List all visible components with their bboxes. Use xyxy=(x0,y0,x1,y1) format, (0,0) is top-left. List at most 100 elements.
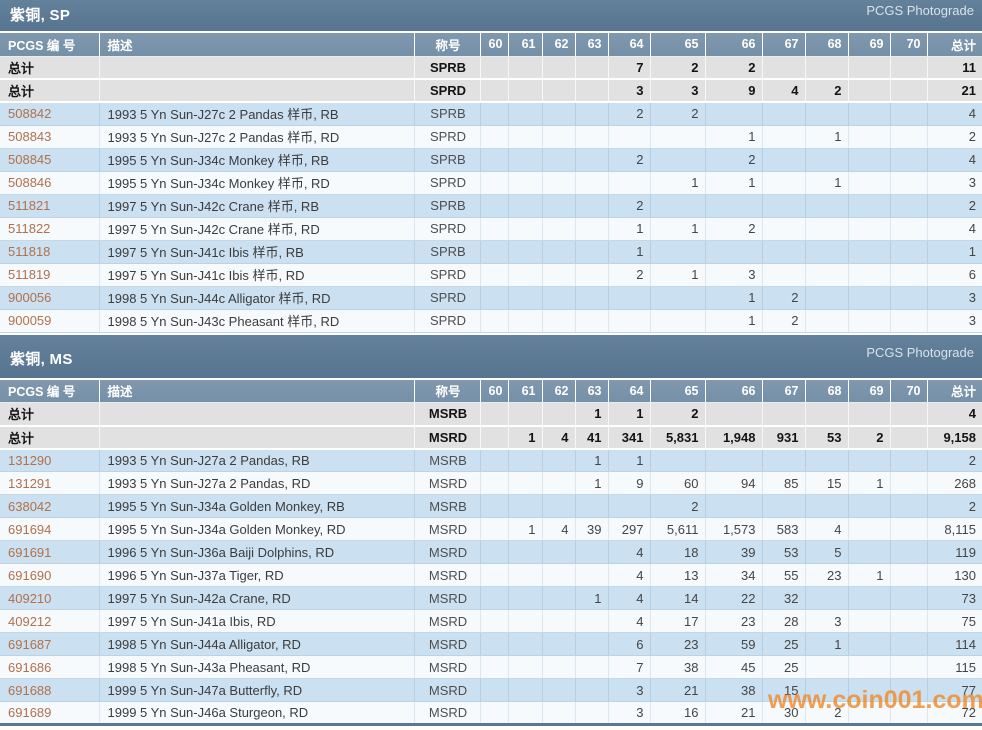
column-header-grade-60: 60 xyxy=(480,33,509,57)
table-row: 508842 1993 5 Yn Sun-J27c 2 Pandas 样币, RB… xyxy=(0,102,982,126)
coin-description: 1997 5 Yn Sun-J41c Ibis 样币, RD xyxy=(99,263,415,287)
table-row: 508845 1995 5 Yn Sun-J34c Monkey 样币, RB SP… xyxy=(0,148,982,172)
pcgs-number-cell[interactable]: 409210 xyxy=(0,586,100,610)
pcgs-number-link[interactable]: 691691 xyxy=(8,544,52,560)
pcgs-number-link[interactable]: 131291 xyxy=(8,475,52,491)
total-count: 9,158 xyxy=(927,425,982,450)
pcgs-number-cell[interactable]: 131291 xyxy=(0,471,100,495)
pcgs-number-link[interactable]: 511819 xyxy=(8,267,51,282)
grade-count-63 xyxy=(575,171,609,195)
section-ms: 紫铜, MS PCGS Photograde PCGS 编 号描述 称号 60 61 6… xyxy=(0,334,982,726)
pcgs-number-cell[interactable]: 691690 xyxy=(0,563,100,587)
pcgs-number-link[interactable]: 638042 xyxy=(8,498,52,514)
pcgs-number-cell[interactable]: 511819 xyxy=(0,263,100,287)
pcgs-number-link[interactable]: 691688 xyxy=(8,682,52,698)
pcgs-number-link[interactable]: 409210 xyxy=(8,590,52,606)
total-count: 73 xyxy=(927,586,982,610)
totals-row-msrb: 总计 MSRB 1 1 2 4 xyxy=(0,402,982,427)
grade-count-67: 55 xyxy=(762,563,806,587)
pcgs-number-cell[interactable]: 638042 xyxy=(0,494,100,518)
grade-count-66: 2 xyxy=(705,56,763,80)
grade-count-68 xyxy=(805,56,849,80)
grade-count-63 xyxy=(575,701,609,725)
grade-count-69 xyxy=(848,309,891,333)
grade-count-67 xyxy=(762,125,806,149)
grade-count-62 xyxy=(542,701,576,725)
totals-label: 总计 xyxy=(0,56,100,80)
pcgs-number-link[interactable]: 691694 xyxy=(8,521,52,537)
grade-count-64 xyxy=(608,494,651,518)
grade-count-66: 2 xyxy=(705,217,763,241)
grade-count-61: 1 xyxy=(508,517,543,541)
grade-count-60 xyxy=(480,540,509,564)
total-count: 8,115 xyxy=(927,517,982,541)
pcgs-number-link[interactable]: 900059 xyxy=(8,313,52,328)
grade-count-67 xyxy=(762,148,806,172)
pcgs-number-cell[interactable]: 691688 xyxy=(0,678,100,702)
column-header-row: PCGS 编 号描述 称号 60 61 62 63 64 65 66 67 68 69 70 总计 xyxy=(0,33,982,57)
grade-count-67 xyxy=(762,448,806,472)
grade-count-70 xyxy=(890,563,928,587)
column-header-grade-68: 68 xyxy=(805,33,849,57)
pcgs-number-cell[interactable]: 511822 xyxy=(0,217,100,241)
pcgs-number-cell[interactable]: 409212 xyxy=(0,609,100,633)
total-count: 4 xyxy=(927,402,982,427)
grade-count-64 xyxy=(608,171,651,195)
total-count: 114 xyxy=(927,632,982,656)
grade-count-61 xyxy=(508,701,543,725)
grade-count-66: 34 xyxy=(705,563,763,587)
grade-count-69 xyxy=(848,102,891,126)
pcgs-number-cell[interactable]: 691686 xyxy=(0,655,100,679)
grade-count-61 xyxy=(508,471,543,495)
pcgs-number-link[interactable]: 508846 xyxy=(8,175,52,190)
pcgs-number-link[interactable]: 511822 xyxy=(8,221,51,236)
pcgs-number-cell[interactable]: 691691 xyxy=(0,540,100,564)
pcgs-number-cell[interactable]: 508843 xyxy=(0,125,100,149)
coin-description: 1996 5 Yn Sun-J37a Tiger, RD xyxy=(99,563,415,587)
grade-count-67: 583 xyxy=(762,517,806,541)
grade-count-67: 32 xyxy=(762,586,806,610)
grade-count-63 xyxy=(575,309,609,333)
pcgs-number-cell[interactable]: 900056 xyxy=(0,286,100,310)
pcgs-number-cell[interactable]: 900059 xyxy=(0,309,100,333)
pcgs-number-link[interactable]: 511818 xyxy=(8,244,51,259)
grade-count-70 xyxy=(890,56,928,80)
pcgs-number-link[interactable]: 508843 xyxy=(8,129,52,144)
grade-count-61 xyxy=(508,494,543,518)
column-header-grade-66: 66 xyxy=(705,33,763,57)
pcgs-number-link[interactable]: 900056 xyxy=(8,290,52,305)
pcgs-number-cell[interactable]: 691687 xyxy=(0,632,100,656)
designation: MSRB xyxy=(414,402,481,427)
pcgs-number-link[interactable]: 511821 xyxy=(8,198,51,213)
pcgs-number-link[interactable]: 409212 xyxy=(8,613,52,629)
pcgs-number-cell[interactable]: 508845 xyxy=(0,148,100,172)
pcgs-number-link[interactable]: 131290 xyxy=(8,452,52,468)
pcgs-number-link[interactable]: 508845 xyxy=(8,152,52,167)
pcgs-number-cell[interactable]: 131290 xyxy=(0,448,100,472)
grade-count-65: 18 xyxy=(650,540,706,564)
pcgs-number-link[interactable]: 508842 xyxy=(8,106,52,122)
grade-count-60 xyxy=(480,517,509,541)
pcgs-number-link[interactable]: 691687 xyxy=(8,636,52,652)
column-header-description: 描述 xyxy=(99,379,415,403)
table-row: 691694 1995 5 Yn Sun-J34a Golden Monkey, … xyxy=(0,517,982,541)
pcgs-number-link[interactable]: 691686 xyxy=(8,659,52,675)
grade-count-63: 1 xyxy=(575,402,609,427)
pcgs-number-cell[interactable]: 691689 xyxy=(0,701,100,725)
pcgs-number-link[interactable]: 691690 xyxy=(8,567,52,583)
grade-count-66: 39 xyxy=(705,540,763,564)
pcgs-number-cell[interactable]: 508846 xyxy=(0,171,100,195)
designation: MSRD xyxy=(414,540,481,564)
coin-description: 1995 5 Yn Sun-J34a Golden Monkey, RB xyxy=(99,494,415,518)
grade-count-65: 3 xyxy=(650,79,706,103)
grade-count-66: 22 xyxy=(705,586,763,610)
pcgs-number-cell[interactable]: 511818 xyxy=(0,240,100,264)
pcgs-number-link[interactable]: 691689 xyxy=(8,705,52,720)
grade-count-65 xyxy=(650,309,706,333)
pcgs-number-cell[interactable]: 511821 xyxy=(0,194,100,218)
grade-count-61 xyxy=(508,79,543,103)
pcgs-number-cell[interactable]: 691694 xyxy=(0,517,100,541)
grade-count-63 xyxy=(575,563,609,587)
grade-count-63 xyxy=(575,148,609,172)
pcgs-number-cell[interactable]: 508842 xyxy=(0,102,100,126)
